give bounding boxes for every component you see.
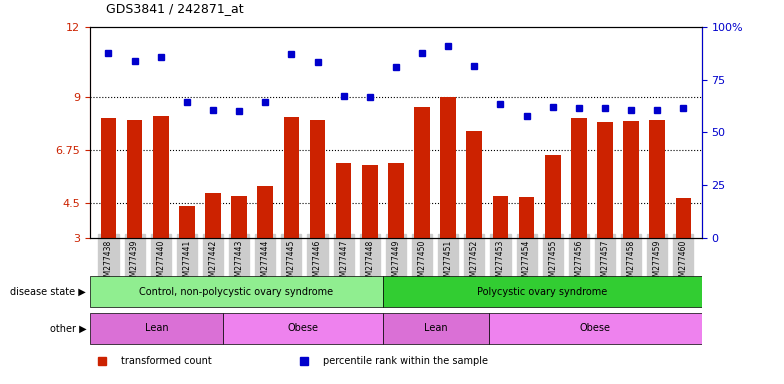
- Text: Obese: Obese: [288, 323, 318, 333]
- Bar: [545, 155, 561, 238]
- Bar: [383, 276, 702, 307]
- Text: Obese: Obese: [580, 323, 611, 333]
- Text: Lean: Lean: [424, 323, 448, 333]
- Bar: [336, 163, 351, 238]
- Text: percentile rank within the sample: percentile rank within the sample: [322, 356, 488, 366]
- Bar: [179, 207, 194, 238]
- Bar: [257, 187, 273, 238]
- Bar: [284, 117, 299, 238]
- Text: GDS3841 / 242871_at: GDS3841 / 242871_at: [106, 2, 244, 15]
- Bar: [383, 313, 489, 344]
- Bar: [466, 131, 482, 238]
- Bar: [90, 313, 223, 344]
- Bar: [362, 166, 378, 238]
- Bar: [388, 163, 404, 238]
- Text: Lean: Lean: [145, 323, 169, 333]
- Bar: [153, 116, 169, 238]
- Text: disease state ▶: disease state ▶: [10, 287, 86, 297]
- Bar: [676, 198, 691, 238]
- Bar: [100, 118, 116, 238]
- Text: transformed count: transformed count: [121, 356, 212, 366]
- Bar: [310, 119, 325, 238]
- Bar: [127, 119, 143, 238]
- Bar: [231, 196, 247, 238]
- Bar: [441, 97, 456, 238]
- Bar: [223, 313, 383, 344]
- Bar: [489, 313, 702, 344]
- Bar: [649, 119, 665, 238]
- Bar: [623, 121, 639, 238]
- Text: other ▶: other ▶: [49, 323, 86, 333]
- Bar: [205, 194, 221, 238]
- Bar: [571, 118, 586, 238]
- Bar: [414, 107, 430, 238]
- Bar: [519, 197, 535, 238]
- Text: Polycystic ovary syndrome: Polycystic ovary syndrome: [477, 287, 608, 297]
- Bar: [492, 196, 508, 238]
- Bar: [597, 122, 613, 238]
- Bar: [90, 276, 383, 307]
- Text: Control, non-polycystic ovary syndrome: Control, non-polycystic ovary syndrome: [140, 287, 333, 297]
